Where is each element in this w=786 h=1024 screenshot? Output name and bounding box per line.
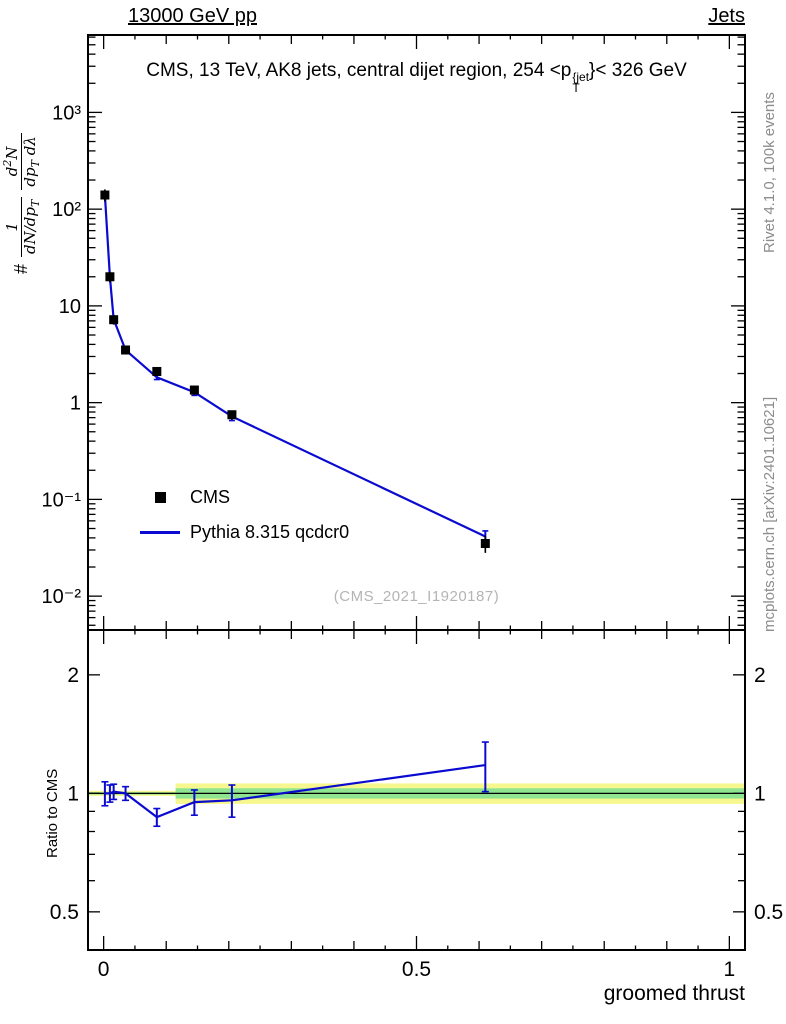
normalization-fraction: 1 dN/dpT [3, 196, 42, 257]
ratio-y-axis-label: Ratio to CMS [44, 768, 61, 858]
legend: CMS Pythia 8.315 qcdcr0 [138, 480, 349, 550]
svg-text:10: 10 [59, 296, 81, 318]
svg-text:0.5: 0.5 [50, 901, 79, 924]
svg-text:2: 2 [754, 664, 766, 687]
title-tail: }< 326 GeV [589, 60, 687, 81]
svg-text:2: 2 [67, 664, 79, 687]
legend-label-pythia: Pythia 8.315 qcdcr0 [190, 522, 350, 542]
svg-text:10²: 10² [52, 199, 81, 221]
svg-text:0.5: 0.5 [754, 901, 783, 924]
svg-text:0: 0 [98, 958, 110, 981]
differential-fraction: d2N dpT dλ [1, 133, 42, 190]
title-superscript: {jet [572, 70, 590, 84]
rivet-version-label: Rivet 4.1.0, 100k events [761, 92, 778, 253]
svg-text:10³: 10³ [52, 102, 81, 124]
title-text: CMS, 13 TeV, AK8 jets, central dijet reg… [146, 60, 572, 81]
fraction-numerator: d2N [1, 146, 21, 177]
hash-symbol: # [11, 263, 31, 274]
fraction-denominator: dN/dpT [21, 196, 42, 257]
legend-item-pythia: Pythia 8.315 qcdcr0 [138, 515, 349, 550]
x-axis-label: groomed thrust [603, 982, 745, 1005]
svg-text:10⁻¹: 10⁻¹ [42, 489, 82, 511]
legend-label-cms: CMS [190, 487, 230, 507]
svg-text:1: 1 [724, 958, 736, 981]
pt-jet-supsub: {jet T [572, 70, 590, 95]
svg-text:0.5: 0.5 [402, 958, 431, 981]
svg-text:1: 1 [754, 782, 766, 805]
mcplots-attribution: mcplots.cern.ch [arXiv:2401.10621] [761, 396, 778, 632]
cms-marker-icon [138, 492, 182, 503]
title-subscript: T [572, 81, 580, 95]
pythia-line-icon [138, 531, 182, 534]
plot-title: CMS, 13 TeV, AK8 jets, central dijet reg… [88, 60, 745, 94]
svg-text:1: 1 [70, 393, 81, 415]
svg-text:10⁻²: 10⁻² [42, 586, 82, 608]
y-axis-formula: # 1 dN/dpT d2N dpT dλ [1, 133, 42, 274]
fraction-numerator: 1 [3, 222, 21, 232]
beam-energy-label: 13000 GeV pp [128, 5, 257, 27]
analysis-id-watermark: (CMS_2021_I1920187) [333, 588, 500, 605]
svg-text:1: 1 [67, 782, 79, 805]
legend-item-cms: CMS [138, 480, 349, 515]
fraction-denominator: dpT dλ [21, 133, 42, 190]
process-label: Jets [708, 5, 745, 27]
